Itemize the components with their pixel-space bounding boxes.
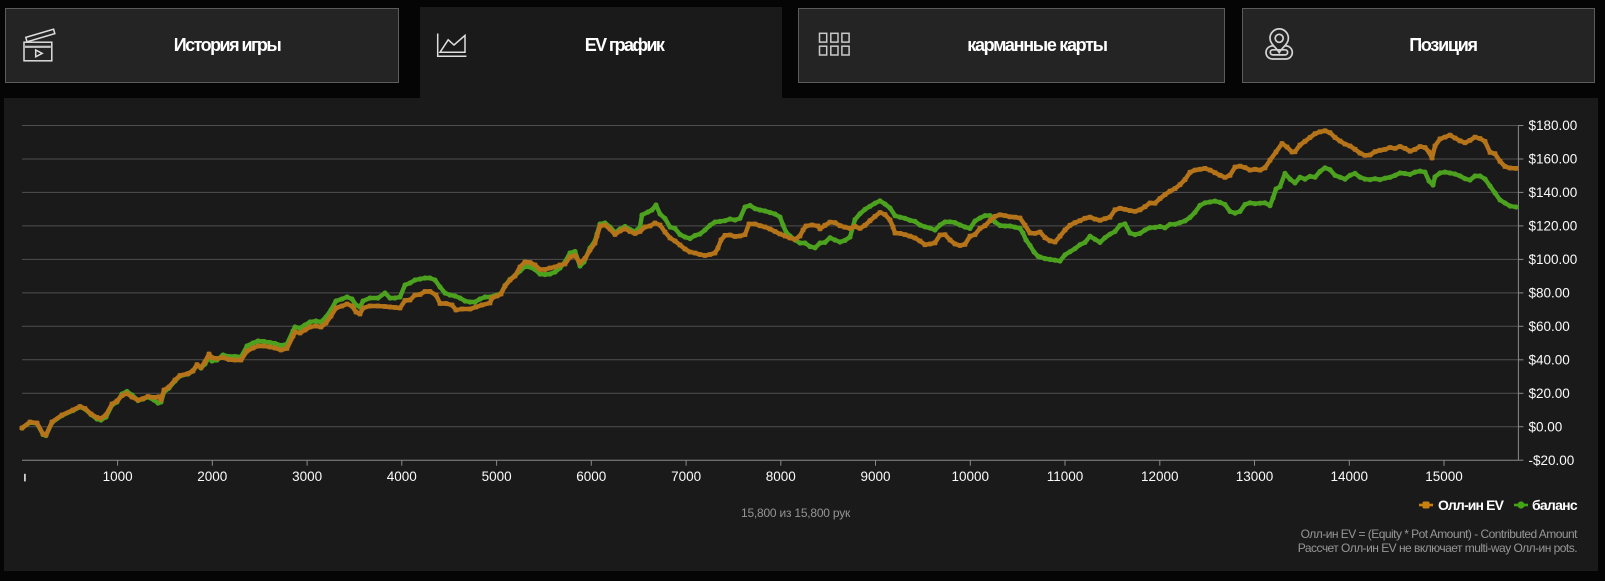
svg-text:10000: 10000 (952, 469, 990, 484)
svg-text:13000: 13000 (1236, 469, 1274, 484)
svg-text:8000: 8000 (766, 469, 796, 484)
svg-text:$180.00: $180.00 (1529, 118, 1578, 133)
svg-text:12000: 12000 (1141, 469, 1179, 484)
svg-text:$160.00: $160.00 (1529, 152, 1578, 167)
svg-text:$100.00: $100.00 (1529, 252, 1578, 267)
svg-text:$60.00: $60.00 (1529, 319, 1570, 334)
svg-text:$20.00: $20.00 (1529, 386, 1570, 401)
svg-text:$80.00: $80.00 (1529, 286, 1570, 301)
svg-text:9000: 9000 (860, 469, 890, 484)
svg-text:$120.00: $120.00 (1529, 219, 1578, 234)
svg-text:3000: 3000 (292, 469, 322, 484)
svg-text:5000: 5000 (482, 469, 512, 484)
svg-text:4000: 4000 (387, 469, 417, 484)
svg-text:7000: 7000 (671, 469, 701, 484)
svg-text:6000: 6000 (576, 469, 606, 484)
svg-text:-$20.00: -$20.00 (1529, 453, 1575, 468)
svg-text:1000: 1000 (103, 469, 133, 484)
svg-text:14000: 14000 (1331, 469, 1369, 484)
svg-text:$140.00: $140.00 (1529, 185, 1578, 200)
svg-text:15000: 15000 (1425, 469, 1463, 484)
svg-text:2000: 2000 (197, 469, 227, 484)
svg-text:$40.00: $40.00 (1529, 353, 1570, 368)
svg-text:$0.00: $0.00 (1529, 419, 1563, 434)
svg-text:11000: 11000 (1047, 469, 1084, 484)
